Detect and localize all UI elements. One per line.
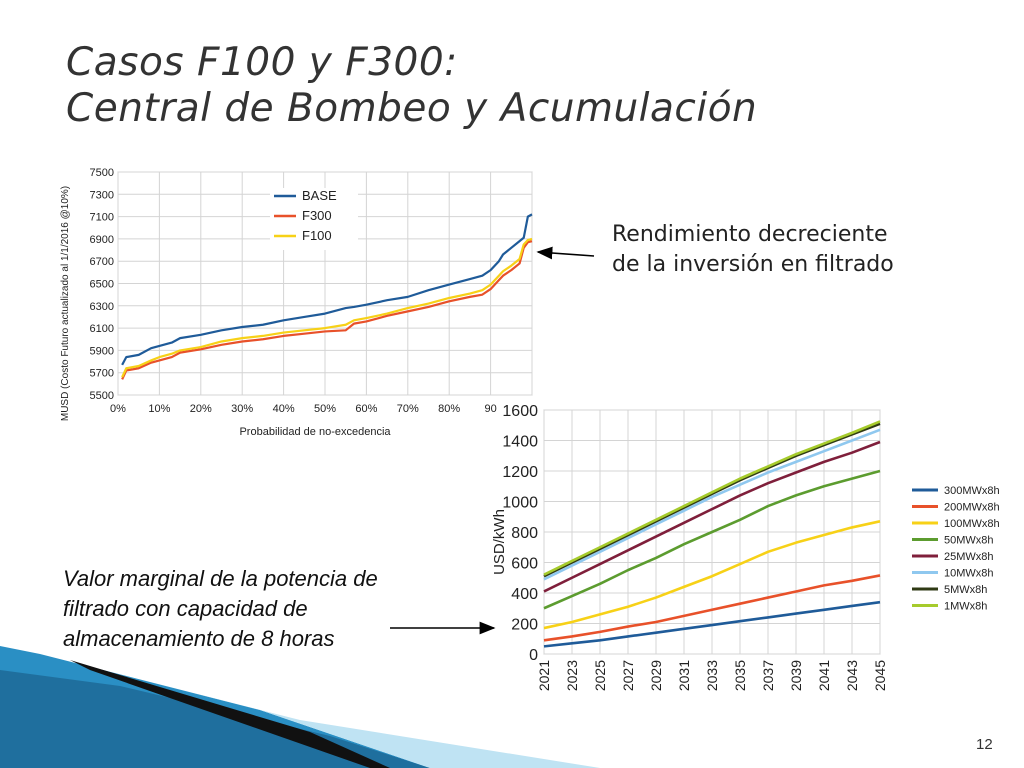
y-tick-label: 1400 — [502, 434, 538, 451]
callout-top-line: de la inversión en filtrado — [612, 252, 894, 277]
y-tick-label: 5700 — [90, 368, 114, 380]
x-tick-label: 2039 — [788, 660, 804, 691]
series-line-100mwx8h — [543, 520, 881, 630]
x-tick-label: 2031 — [676, 660, 692, 691]
legend-label: BASE — [302, 188, 337, 203]
y-tick-label: 6300 — [90, 301, 114, 313]
future-cost-chart: 7500 7300 7100 6900 6700 6500 6300 6100 5900 5700… — [60, 167, 533, 438]
legend-label: 200MWx8h — [944, 502, 1000, 514]
x-tick-label: 60% — [355, 403, 377, 415]
x-tick-label: 2029 — [648, 660, 664, 691]
y-tick-label: 7100 — [90, 212, 114, 224]
y-tick-label: 0 — [529, 647, 538, 664]
callout-bottom-line: almacenamiento de 8 horas — [63, 626, 335, 651]
x-tick-label: 70% — [397, 403, 419, 415]
x-tick-label: 2025 — [592, 660, 608, 691]
y-tick-label: 1600 — [502, 403, 538, 420]
series-line-10mwx8h — [543, 428, 881, 581]
x-tick-label: 90 — [484, 403, 496, 415]
y-axis-label: MUSD (Costo Futuro actualizado al 1/1/20… — [60, 186, 71, 421]
y-tick-label: 1200 — [502, 464, 538, 481]
y-tick-label: 600 — [511, 556, 538, 573]
y-tick-label: 7500 — [90, 167, 114, 179]
x-tick-label: 2045 — [872, 660, 888, 691]
decorative-corner-shape — [0, 646, 600, 768]
x-tick-label: 2035 — [732, 660, 748, 691]
x-tick-label: 30% — [231, 403, 253, 415]
x-tick-label: 2033 — [704, 660, 720, 691]
legend-label: 100MWx8h — [944, 518, 1000, 530]
arrow-to-top-chart — [536, 246, 595, 260]
legend-label: F100 — [302, 228, 332, 243]
legend-label: 5MWx8h — [944, 584, 987, 596]
y-tick-label: 6500 — [90, 279, 114, 291]
x-tick-label: 0% — [110, 403, 126, 415]
x-tick-label: 50% — [314, 403, 336, 415]
x-tick-label: 2027 — [620, 660, 636, 691]
x-tick-label: 40% — [273, 403, 295, 415]
y-tick-label: 5500 — [90, 390, 114, 402]
y-axis-label: USD/kWh — [491, 509, 508, 575]
slide-title-line-2: Central de Bombeo y Acumulación — [66, 86, 758, 131]
legend-label: 300MWx8h — [944, 485, 1000, 497]
legend-label: F300 — [302, 208, 332, 223]
y-tick-label: 1000 — [502, 495, 538, 512]
x-axis-label: Probabilidad de no-excedencia — [239, 426, 391, 438]
legend-label: 25MWx8h — [944, 551, 994, 563]
x-tick-label: 2041 — [816, 660, 832, 691]
y-tick-label: 200 — [511, 617, 538, 634]
y-tick-label: 7300 — [90, 189, 114, 201]
callout-bottom-line: filtrado con capacidad de — [63, 596, 308, 621]
series-line-50mwx8h — [543, 469, 881, 610]
y-tick-label: 6900 — [90, 234, 114, 246]
x-tick-label: 2043 — [844, 660, 860, 691]
legend-label: 1MWx8h — [944, 601, 987, 613]
legend-label: 50MWx8h — [944, 535, 994, 547]
series-line-base — [121, 213, 533, 366]
y-tick-label: 800 — [511, 525, 538, 542]
callout-top-line: Rendimiento decreciente — [612, 222, 888, 247]
y-tick-label: 6700 — [90, 256, 114, 268]
callout-marginal-value: Valor marginal de la potencia de filtrad… — [63, 564, 378, 654]
page-number: 12 — [976, 736, 993, 753]
legend-label: 10MWx8h — [944, 568, 994, 580]
series-line-200mwx8h — [543, 574, 881, 642]
x-tick-label: 10% — [148, 403, 170, 415]
legend-box — [270, 188, 358, 250]
series-line-1mwx8h — [543, 420, 881, 576]
y-tick-label: 5900 — [90, 345, 114, 357]
y-tick-label: 6100 — [90, 323, 114, 335]
callout-diminishing-returns: Rendimiento decreciente de la inversión … — [612, 220, 894, 280]
series-line-f300 — [121, 240, 533, 380]
x-tick-label: 80% — [438, 403, 460, 415]
x-tick-label: 20% — [190, 403, 212, 415]
slide-title: Casos F100 y F300: Central de Bombeo y A… — [66, 40, 757, 132]
series-line-25mwx8h — [543, 440, 881, 593]
series-line-f100 — [121, 237, 533, 378]
x-tick-label: 2023 — [564, 660, 580, 691]
x-tick-label: 2021 — [536, 660, 552, 691]
slide-title-line-1: Casos F100 y F300: — [66, 40, 458, 85]
callout-bottom-line: Valor marginal de la potencia de — [63, 566, 378, 591]
series-line-5mwx8h — [543, 422, 881, 578]
x-tick-label: 2037 — [760, 660, 776, 691]
y-tick-label: 400 — [511, 586, 538, 603]
series-line-300mwx8h — [543, 600, 881, 648]
